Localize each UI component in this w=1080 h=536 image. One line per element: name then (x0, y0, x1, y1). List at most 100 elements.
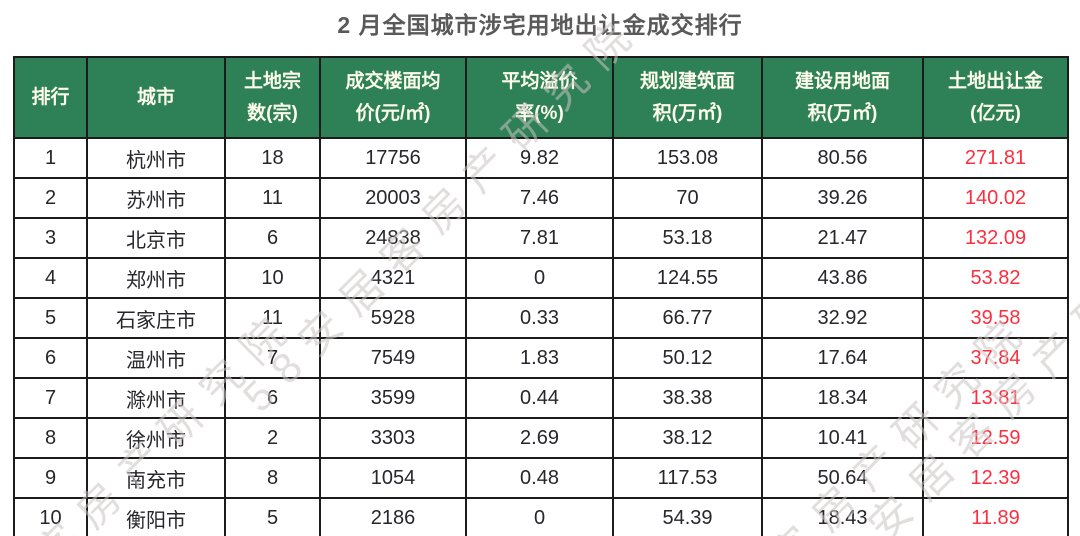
cell-premium-rate: 9.82 (465, 137, 614, 179)
cell-planned-area: 124.55 (612, 257, 763, 299)
cell-construction-area: 21.47 (761, 217, 924, 259)
cell-premium-rate: 0.33 (465, 297, 614, 339)
cell-premium-rate: 7.46 (465, 177, 614, 219)
table-header-row: 排行 城市 土地宗 数(宗) 成交楼面均 价(元/㎡) 平均溢价 率(%) 规划… (13, 56, 1069, 139)
cell-floor-price: 5928 (319, 297, 467, 339)
cell-rank: 9 (13, 457, 88, 499)
cell-construction-area: 32.92 (761, 297, 924, 339)
cell-planned-area: 70 (612, 177, 763, 219)
cell-transfer-fee: 39.58 (922, 297, 1069, 339)
cell-rank: 5 (13, 297, 88, 339)
cell-rank: 3 (13, 217, 88, 259)
cell-parcels: 6 (224, 377, 321, 419)
cell-city: 南充市 (86, 457, 226, 499)
cell-floor-price: 1054 (319, 457, 467, 499)
cell-premium-rate: 0.44 (465, 377, 614, 419)
cell-premium-rate: 7.81 (465, 217, 614, 259)
cell-transfer-fee: 37.84 (922, 337, 1069, 379)
cell-city: 滁州市 (86, 377, 226, 419)
col-header-city: 城市 (86, 56, 226, 139)
col-header-floor-price: 成交楼面均 价(元/㎡) (319, 56, 467, 139)
table-row: 5 石家庄市 11 5928 0.33 66.77 32.92 39.58 (13, 297, 1069, 339)
table-row: 10 衡阳市 5 2186 0 54.39 18.43 11.89 (13, 497, 1069, 536)
cell-planned-area: 54.39 (612, 497, 763, 536)
table-row: 8 徐州市 2 3303 2.69 38.12 10.41 12.59 (13, 417, 1069, 459)
cell-planned-area: 66.77 (612, 297, 763, 339)
table-row: 6 温州市 7 7549 1.83 50.12 17.64 37.84 (13, 337, 1069, 379)
cell-rank: 8 (13, 417, 88, 459)
table-row: 7 滁州市 6 3599 0.44 38.38 18.34 13.81 (13, 377, 1069, 419)
cell-city: 衡阳市 (86, 497, 226, 536)
cell-rank: 4 (13, 257, 88, 299)
cell-parcels: 2 (224, 417, 321, 459)
cell-premium-rate: 0 (465, 497, 614, 536)
cell-floor-price: 4321 (319, 257, 467, 299)
cell-floor-price: 2186 (319, 497, 467, 536)
cell-rank: 6 (13, 337, 88, 379)
cell-transfer-fee: 53.82 (922, 257, 1069, 299)
cell-planned-area: 50.12 (612, 337, 763, 379)
cell-transfer-fee: 11.89 (922, 497, 1069, 536)
cell-floor-price: 20003 (319, 177, 467, 219)
cell-parcels: 10 (224, 257, 321, 299)
cell-rank: 1 (13, 137, 88, 179)
cell-planned-area: 117.53 (612, 457, 763, 499)
cell-city: 北京市 (86, 217, 226, 259)
cell-premium-rate: 1.83 (465, 337, 614, 379)
cell-parcels: 6 (224, 217, 321, 259)
cell-construction-area: 80.56 (761, 137, 924, 179)
cell-construction-area: 10.41 (761, 417, 924, 459)
cell-construction-area: 50.64 (761, 457, 924, 499)
cell-planned-area: 38.38 (612, 377, 763, 419)
cell-floor-price: 3599 (319, 377, 467, 419)
cell-planned-area: 38.12 (612, 417, 763, 459)
cell-transfer-fee: 271.81 (922, 137, 1069, 179)
table-row: 9 南充市 8 1054 0.48 117.53 50.64 12.39 (13, 457, 1069, 499)
col-header-construction-area: 建设用地面 积(万㎡) (761, 56, 924, 139)
cell-parcels: 7 (224, 337, 321, 379)
col-header-parcels: 土地宗 数(宗) (224, 56, 321, 139)
cell-floor-price: 24838 (319, 217, 467, 259)
col-header-transfer-fee: 土地出让金 (亿元) (922, 56, 1069, 139)
cell-rank: 7 (13, 377, 88, 419)
cell-planned-area: 153.08 (612, 137, 763, 179)
cell-construction-area: 18.43 (761, 497, 924, 536)
cell-parcels: 11 (224, 177, 321, 219)
cell-construction-area: 39.26 (761, 177, 924, 219)
col-header-rank: 排行 (13, 56, 88, 139)
cell-floor-price: 7549 (319, 337, 467, 379)
cell-parcels: 8 (224, 457, 321, 499)
table-row: 2 苏州市 11 20003 7.46 70 39.26 140.02 (13, 177, 1069, 219)
cell-construction-area: 17.64 (761, 337, 924, 379)
cell-transfer-fee: 140.02 (922, 177, 1069, 219)
cell-rank: 2 (13, 177, 88, 219)
cell-city: 石家庄市 (86, 297, 226, 339)
cell-parcels: 5 (224, 497, 321, 536)
table-row: 4 郑州市 10 4321 0 124.55 43.86 53.82 (13, 257, 1069, 299)
cell-floor-price: 17756 (319, 137, 467, 179)
cell-premium-rate: 0 (465, 257, 614, 299)
cell-premium-rate: 2.69 (465, 417, 614, 459)
cell-transfer-fee: 13.81 (922, 377, 1069, 419)
cell-city: 郑州市 (86, 257, 226, 299)
cell-premium-rate: 0.48 (465, 457, 614, 499)
cell-city: 温州市 (86, 337, 226, 379)
col-header-premium-rate: 平均溢价 率(%) (465, 56, 614, 139)
cell-floor-price: 3303 (319, 417, 467, 459)
cell-city: 徐州市 (86, 417, 226, 459)
cell-parcels: 18 (224, 137, 321, 179)
cell-city: 杭州市 (86, 137, 226, 179)
cell-rank: 10 (13, 497, 88, 536)
table-row: 3 北京市 6 24838 7.81 53.18 21.47 132.09 (13, 217, 1069, 259)
table-row: 1 杭州市 18 17756 9.82 153.08 80.56 271.81 (13, 137, 1069, 179)
ranking-table: 排行 城市 土地宗 数(宗) 成交楼面均 价(元/㎡) 平均溢价 率(%) 规划… (13, 56, 1069, 536)
cell-planned-area: 53.18 (612, 217, 763, 259)
cell-construction-area: 43.86 (761, 257, 924, 299)
cell-parcels: 11 (224, 297, 321, 339)
cell-transfer-fee: 12.59 (922, 417, 1069, 459)
cell-city: 苏州市 (86, 177, 226, 219)
cell-transfer-fee: 132.09 (922, 217, 1069, 259)
cell-transfer-fee: 12.39 (922, 457, 1069, 499)
col-header-planned-area: 规划建筑面 积(万㎡) (612, 56, 763, 139)
